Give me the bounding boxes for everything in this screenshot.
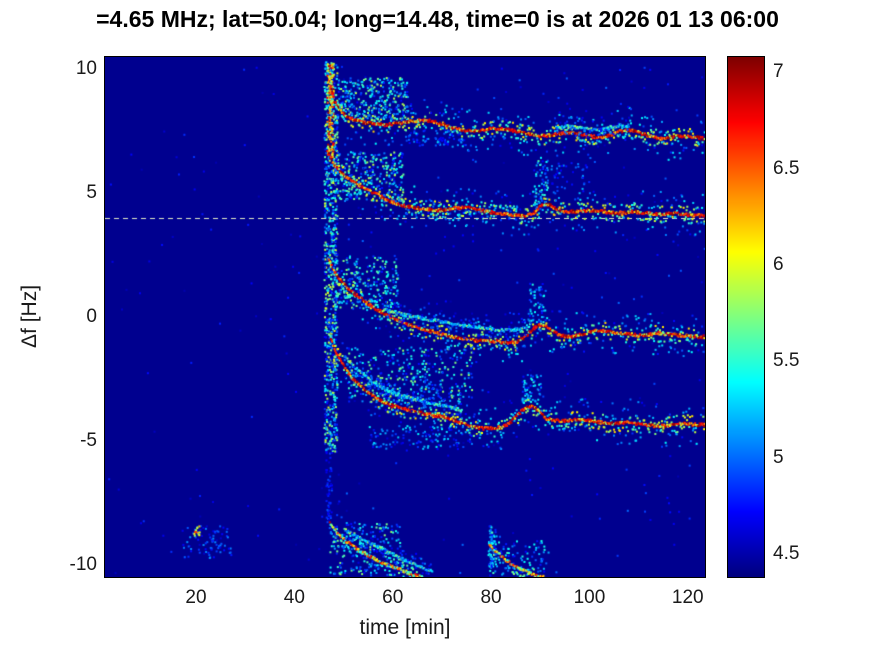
y-axis-label: Δf [Hz] [18, 284, 41, 348]
x-tick-label: 20 [185, 587, 207, 608]
x-tick-label: 40 [283, 587, 305, 608]
x-tick-label: 100 [573, 587, 606, 608]
x-tick-label: 80 [480, 587, 502, 608]
y-tick-label: -5 [80, 429, 97, 451]
x-tick-label: 60 [382, 587, 404, 608]
colorbar-tick-label: 5 [773, 446, 784, 468]
colorbar-tick-label: 4.5 [773, 542, 800, 564]
colorbar-tick-label: 5.5 [773, 350, 800, 372]
x-tick-label: 120 [671, 587, 704, 608]
y-tick-label: -10 [69, 553, 97, 575]
colorbar [727, 56, 765, 578]
plot-area [104, 56, 706, 578]
x-axis-label: time [min] [359, 616, 451, 639]
colorbar-tick-label: 6.5 [773, 157, 800, 179]
heatmap-canvas [105, 57, 705, 577]
colorbar-tick-label: 7 [773, 61, 784, 83]
colorbar-tick-label: 6 [773, 254, 784, 275]
y-tick-label: 5 [86, 182, 97, 204]
chart-title: =4.65 MHz; lat=50.04; long=14.48, time=0… [96, 6, 779, 32]
y-tick-label: 10 [75, 58, 97, 80]
colorbar-canvas [728, 57, 764, 577]
y-tick-label: 0 [86, 306, 97, 327]
